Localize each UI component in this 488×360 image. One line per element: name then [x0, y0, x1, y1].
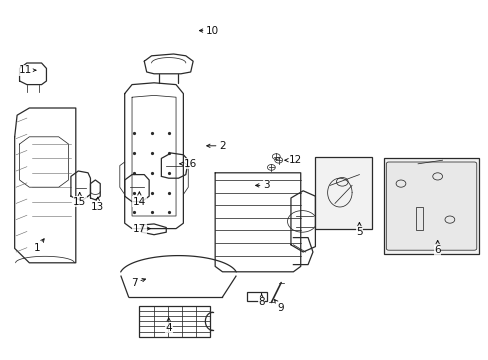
- Text: 8: 8: [258, 294, 264, 307]
- Bar: [415, 207, 422, 230]
- Text: 14: 14: [132, 192, 146, 207]
- Text: 7: 7: [131, 278, 145, 288]
- Text: 1: 1: [33, 239, 44, 253]
- Text: 11: 11: [19, 65, 36, 75]
- Text: 3: 3: [255, 180, 269, 190]
- Text: 2: 2: [206, 141, 225, 151]
- Text: 9: 9: [274, 300, 284, 313]
- Text: 6: 6: [433, 240, 440, 255]
- Text: 10: 10: [199, 26, 219, 36]
- Bar: [246, 292, 266, 301]
- Text: 12: 12: [285, 155, 302, 165]
- Text: 17: 17: [132, 224, 150, 234]
- Text: 15: 15: [73, 193, 86, 207]
- FancyBboxPatch shape: [386, 162, 476, 250]
- Bar: [383, 158, 478, 254]
- Text: 13: 13: [91, 197, 104, 212]
- Text: 5: 5: [355, 222, 362, 237]
- Text: 16: 16: [180, 159, 197, 169]
- Bar: [139, 306, 210, 337]
- Text: 4: 4: [165, 318, 172, 333]
- Bar: [315, 157, 371, 229]
